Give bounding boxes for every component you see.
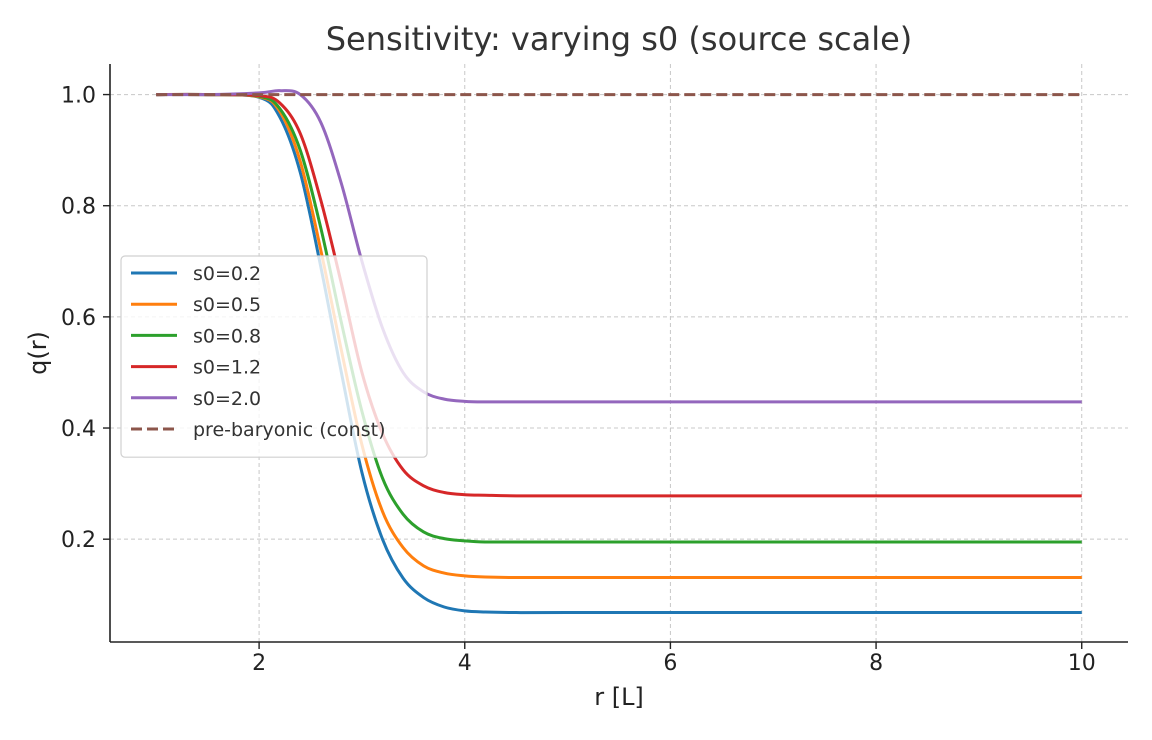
chart-title: Sensitivity: varying s0 (source scale) [326, 20, 913, 58]
y-tick-label: 0.2 [61, 528, 96, 553]
x-tick-label: 8 [869, 651, 883, 676]
y-tick-label: 0.8 [61, 195, 96, 220]
x-axis-label: r [L] [594, 683, 644, 711]
series-line-1 [156, 92, 1082, 580]
legend-box [120, 255, 428, 458]
x-tick-label: 6 [663, 651, 677, 676]
legend-label: pre-baryonic (const) [193, 419, 385, 441]
legend-label: s0=0.2 [193, 263, 261, 285]
legend-label: s0=2.0 [193, 388, 261, 410]
legend-label: s0=1.2 [193, 357, 261, 379]
series-line-2 [156, 92, 1082, 544]
y-tick-label: 1.0 [61, 84, 96, 109]
series-line-3 [156, 92, 1082, 498]
y-tick-label: 0.6 [61, 306, 96, 331]
legend: s0=0.2 s0=0.5 s0=0.8 s0=1.2 s0=2.0 pre-baryon… [120, 255, 428, 458]
y-tick-label: 0.4 [61, 417, 96, 442]
legend-label: s0=0.5 [193, 294, 261, 316]
x-tick-label: 2 [252, 651, 266, 676]
x-tick-label: 4 [458, 651, 472, 676]
series-lines [156, 89, 1082, 615]
legend-label: s0=0.8 [193, 325, 261, 347]
y-axis-label: q(r) [24, 331, 52, 375]
axis-ticks: 2 4 6 8 10 0.2 0.4 0.6 0.8 1.0 [61, 84, 1096, 676]
series-line-0 [156, 92, 1082, 615]
x-tick-label: 10 [1068, 651, 1096, 676]
